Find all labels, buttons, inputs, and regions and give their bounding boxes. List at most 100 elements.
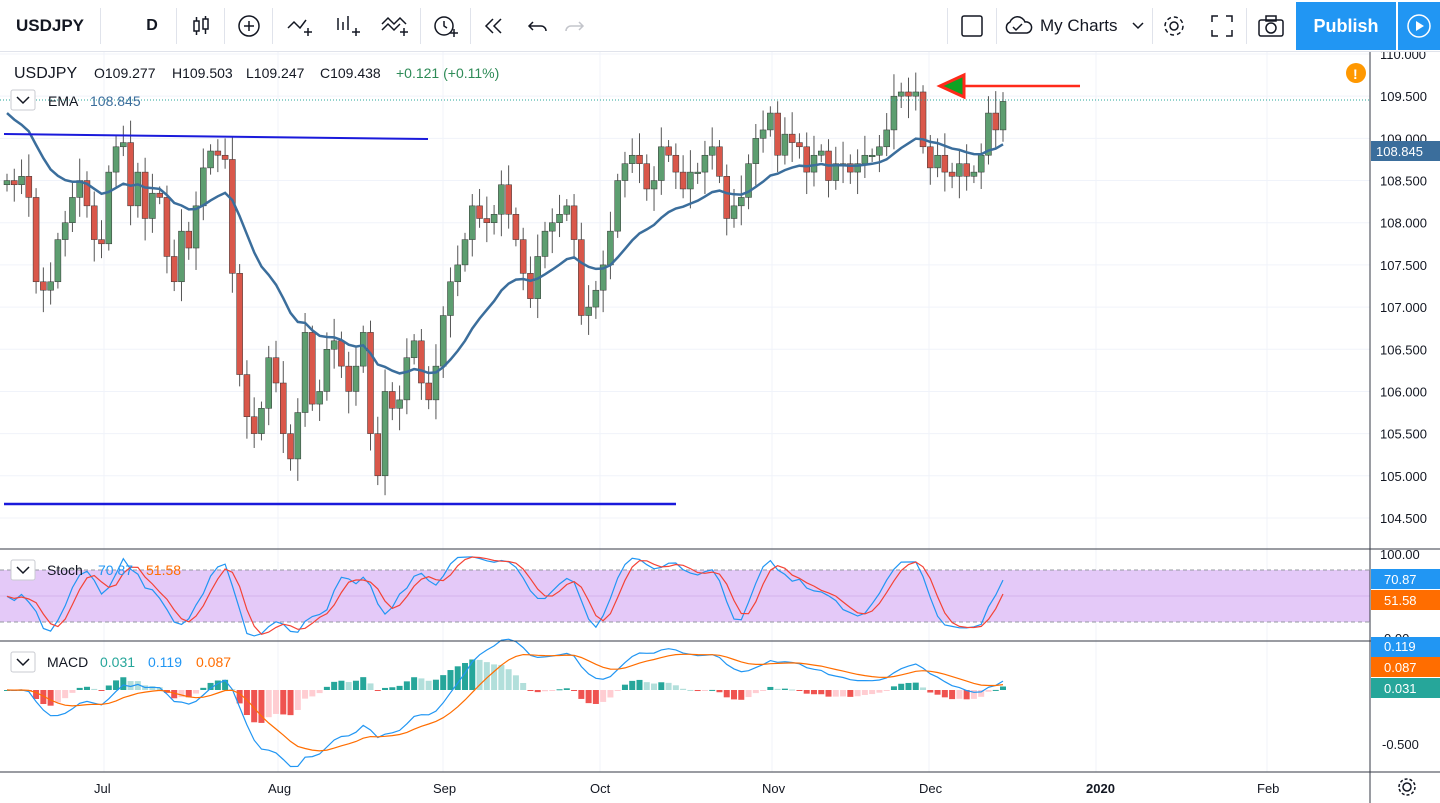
candle-body	[687, 171, 694, 190]
candle-body	[345, 365, 352, 392]
macd-hist-bar	[76, 687, 83, 690]
candle-body	[694, 171, 701, 174]
ema-legend[interactable]: EMA 108.845	[10, 89, 141, 111]
stoch-legend[interactable]: Stoch 70.87 51.58	[10, 559, 181, 581]
candle-body	[992, 112, 999, 131]
macd-hist-bar	[258, 690, 265, 723]
macd-hist-bar	[222, 679, 229, 690]
gear-icon[interactable]	[1398, 778, 1416, 796]
macd-hist-bar	[963, 690, 970, 700]
candle-body	[570, 205, 578, 240]
candle-body	[447, 281, 454, 316]
time-axis[interactable]: Jul Aug Sep Oct Nov Dec 2020 Feb	[94, 781, 1279, 796]
candle-body	[643, 163, 651, 190]
price-axis[interactable]: 110.000109.500109.000108.500108.000107.5…	[1380, 52, 1427, 526]
macd-label: MACD	[47, 654, 88, 670]
macd-legend[interactable]: MACD 0.031 0.119 0.087	[10, 651, 231, 673]
macd-hist-bar	[607, 690, 614, 698]
symbol-label: USDJPY	[15, 16, 85, 35]
candle-body	[636, 154, 643, 164]
price-tick: 107.000	[1380, 300, 1427, 315]
candle-body	[476, 205, 483, 219]
candle-body	[352, 365, 360, 392]
candle-body	[999, 101, 1007, 131]
macd-hist-bar	[621, 684, 628, 690]
undo-icon[interactable]	[518, 0, 558, 52]
warning-icon[interactable]: !	[1346, 63, 1366, 83]
macd-hist-bar	[345, 682, 352, 690]
macd-tag	[1371, 637, 1440, 657]
macd-hist-bar	[643, 682, 650, 690]
symbol-search[interactable]: USDJPY	[0, 0, 100, 52]
arrow-annotation[interactable]	[936, 72, 1080, 100]
candle-body	[250, 416, 258, 434]
candle-body	[759, 129, 767, 139]
candle-body	[847, 163, 854, 173]
chevron-down-icon	[16, 658, 30, 667]
chevron-down-icon	[16, 566, 30, 575]
settings-icon[interactable]	[1154, 0, 1194, 52]
candle-body	[381, 391, 389, 477]
chevron-down-icon	[1132, 22, 1144, 30]
financials-icon[interactable]	[326, 0, 370, 52]
stoch-k-tag	[1371, 569, 1440, 589]
candle-body	[512, 214, 520, 240]
play-icon[interactable]	[1398, 2, 1440, 50]
macd-hist-bar	[527, 690, 534, 691]
candle-body	[745, 163, 752, 198]
layout-icon[interactable]	[952, 0, 992, 52]
price-tick: 109.500	[1380, 89, 1427, 104]
macd-hist-bar	[585, 690, 592, 704]
stoch-d-line	[6, 556, 1004, 635]
candle-body	[854, 163, 861, 173]
candle-body	[817, 150, 825, 156]
templates-icon[interactable]	[372, 0, 418, 52]
macd-hist-bar	[796, 690, 803, 691]
resistance-line[interactable]	[3, 133, 429, 140]
chart-canvas[interactable]: 110.000109.500109.000108.500108.000107.5…	[0, 52, 1440, 803]
replay-icon[interactable]	[474, 0, 514, 52]
candle-body	[323, 349, 331, 392]
candle-body	[69, 197, 76, 223]
candle-body	[243, 374, 251, 417]
macd-hist-bar	[723, 690, 730, 698]
macd-hist-bar	[156, 687, 163, 690]
interval-button[interactable]: D	[128, 0, 176, 52]
fullscreen-icon[interactable]	[1202, 0, 1242, 52]
macd-hist-bar	[571, 690, 578, 691]
candle-body	[309, 332, 316, 405]
macd-hist-bar	[738, 690, 745, 700]
macd-hist-bar	[62, 690, 69, 699]
macd-hist-bar	[825, 690, 832, 697]
macd-hist-bar	[193, 690, 200, 694]
macd-hist-bar	[840, 690, 847, 697]
price-tick: 105.000	[1380, 469, 1427, 484]
redo-icon[interactable]	[554, 0, 594, 52]
indicators-icon[interactable]	[278, 0, 322, 52]
snapshot-icon[interactable]	[1250, 0, 1292, 52]
hist-tag-text: 0.031	[1384, 681, 1417, 696]
macd-hist-bar	[847, 690, 854, 697]
top-toolbar: USDJPY D My Charts	[0, 0, 1440, 52]
macd-hist-bar	[883, 690, 890, 691]
candle-body	[730, 205, 738, 219]
macd-hist-bar	[214, 680, 221, 690]
add-symbol-icon[interactable]	[228, 0, 270, 52]
candle-body	[418, 340, 425, 384]
candle-body	[301, 332, 309, 413]
macd-hist-bar	[432, 679, 439, 690]
macd-hist-bar	[665, 682, 672, 690]
candle-body	[61, 222, 69, 240]
publish-button[interactable]: Publish	[1296, 2, 1396, 50]
macd-hist-bar	[294, 690, 301, 710]
macd-hist-bar	[716, 690, 723, 693]
macd-hist-bar	[767, 686, 774, 690]
macd-hist-bar	[549, 690, 556, 691]
bar-style-icon[interactable]	[180, 0, 222, 52]
macd-hist-bar	[120, 677, 127, 690]
price-tick: 104.500	[1380, 511, 1427, 526]
alert-icon[interactable]	[424, 0, 468, 52]
my-charts-button[interactable]: My Charts	[1002, 0, 1150, 52]
macd-hist-bar	[236, 690, 243, 704]
candle-body	[963, 163, 970, 177]
